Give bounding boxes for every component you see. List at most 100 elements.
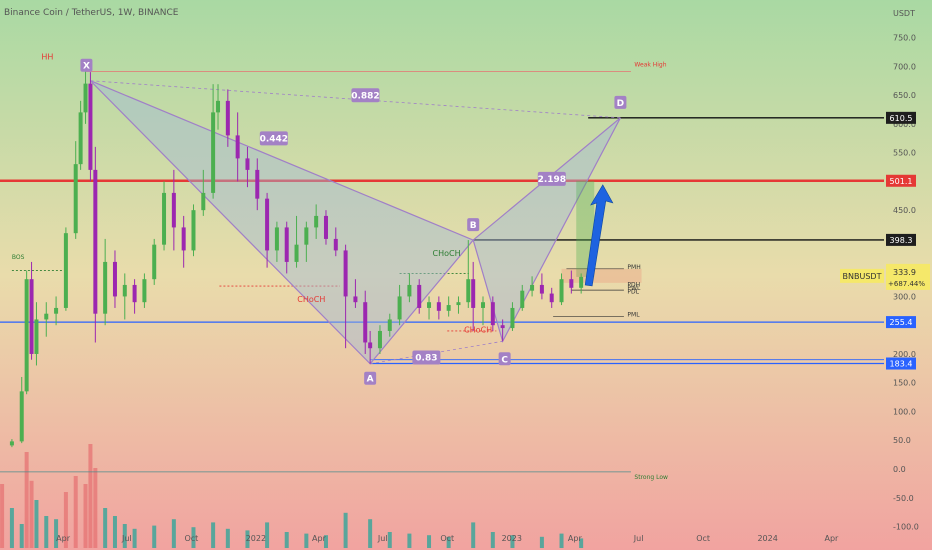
currency-label: USDT (893, 9, 915, 18)
candle[interactable] (481, 296, 486, 326)
candle[interactable] (73, 141, 78, 239)
candle[interactable] (343, 244, 348, 349)
candle[interactable] (436, 296, 441, 320)
candle[interactable] (255, 158, 260, 211)
candle[interactable] (294, 215, 299, 268)
candle[interactable] (78, 100, 83, 170)
candle[interactable] (29, 261, 34, 360)
candle[interactable] (579, 273, 584, 294)
candle[interactable] (132, 279, 137, 314)
candle[interactable] (490, 296, 495, 331)
candle[interactable] (274, 221, 279, 262)
candle[interactable] (407, 273, 412, 303)
candle[interactable] (265, 192, 270, 268)
svg-text:610.5: 610.5 (890, 114, 913, 123)
candle[interactable] (162, 181, 167, 251)
pattern-point-B[interactable]: B (467, 218, 480, 232)
ratio-label[interactable]: 0.83 (412, 350, 441, 365)
x-tick-label: 2022 (246, 534, 266, 543)
candle[interactable] (284, 221, 289, 274)
svg-text:C: C (501, 355, 508, 365)
candle[interactable] (191, 204, 196, 257)
volume-bar (171, 519, 176, 548)
svg-text:+687.44%: +687.44% (888, 280, 925, 288)
candle[interactable] (569, 270, 574, 294)
candle[interactable] (9, 439, 14, 448)
volume-bar (83, 484, 88, 548)
candle[interactable] (245, 146, 250, 188)
candle[interactable] (304, 221, 309, 262)
candle[interactable] (466, 240, 471, 308)
candle[interactable] (34, 302, 39, 366)
candle[interactable] (211, 84, 216, 199)
candle[interactable] (387, 313, 392, 337)
candle[interactable] (88, 72, 93, 182)
candle[interactable] (201, 169, 206, 216)
y-tick-label: 550.0 (893, 149, 916, 158)
volume-bar (446, 536, 451, 548)
pattern-point-A[interactable]: A (364, 371, 377, 385)
candle[interactable] (446, 296, 451, 317)
candle[interactable] (333, 227, 338, 257)
candle[interactable] (103, 238, 108, 326)
candle[interactable] (323, 210, 328, 245)
candle[interactable] (235, 112, 240, 182)
candle[interactable] (181, 215, 186, 268)
candle[interactable] (363, 290, 368, 354)
candle[interactable] (417, 279, 422, 314)
candle[interactable] (142, 273, 147, 308)
ratio-label[interactable]: 2.198 (538, 171, 566, 186)
svg-text:X: X (83, 62, 90, 72)
annotation-pwl: PWL (627, 285, 641, 292)
candle[interactable] (122, 273, 127, 320)
candle[interactable] (54, 296, 59, 326)
candle[interactable] (377, 325, 382, 354)
y-tick-label: 200.0 (893, 350, 916, 359)
candle[interactable] (471, 261, 476, 331)
candle[interactable] (216, 84, 221, 130)
price-label-501-1: 501.1 (886, 174, 916, 187)
candle[interactable] (19, 376, 24, 444)
x-tick-label: Jul (121, 534, 132, 543)
pattern-point-C[interactable]: C (498, 352, 511, 366)
candle[interactable] (171, 169, 176, 251)
candle[interactable] (44, 302, 49, 337)
candle[interactable] (112, 250, 117, 308)
candle[interactable] (427, 296, 432, 320)
candle[interactable] (225, 89, 230, 147)
svg-text:398.3: 398.3 (890, 236, 913, 245)
candle[interactable] (456, 296, 461, 314)
volume-bar (24, 452, 29, 548)
price-label-183-4: 183.4 (886, 357, 916, 370)
candle[interactable] (93, 146, 98, 343)
candle[interactable] (368, 330, 373, 364)
xab-triangle[interactable] (90, 80, 475, 365)
y-tick-label: -50.0 (893, 494, 914, 503)
pattern-point-D[interactable]: D (614, 95, 627, 109)
volume-bar (63, 492, 68, 548)
candle[interactable] (314, 204, 319, 239)
candle[interactable] (539, 273, 544, 300)
candle[interactable] (549, 287, 554, 308)
candle[interactable] (24, 270, 29, 395)
x-tick-label: Jul (377, 534, 388, 543)
candle[interactable] (559, 273, 564, 306)
candle[interactable] (510, 302, 515, 331)
candle[interactable] (397, 284, 402, 326)
current-price-badge[interactable]: BNBUSDT 333.9 +687.44% (840, 263, 930, 290)
candle[interactable] (500, 319, 505, 342)
price-label-610-5: 610.5 (886, 111, 916, 124)
candle[interactable] (152, 238, 157, 285)
candle[interactable] (530, 276, 535, 297)
ratio-label[interactable]: 0.882 (351, 88, 380, 103)
svg-text:2.198: 2.198 (538, 175, 566, 185)
pattern-point-X[interactable]: X (80, 58, 93, 72)
candle[interactable] (63, 227, 68, 311)
candle[interactable] (353, 279, 358, 308)
candle[interactable] (520, 284, 525, 311)
chart-title: Binance Coin / TetherUS, 1W, BINANCE (4, 8, 179, 18)
ratio-label[interactable]: 0.442 (260, 131, 288, 146)
candle[interactable] (83, 71, 88, 124)
volume-bar (265, 522, 270, 548)
